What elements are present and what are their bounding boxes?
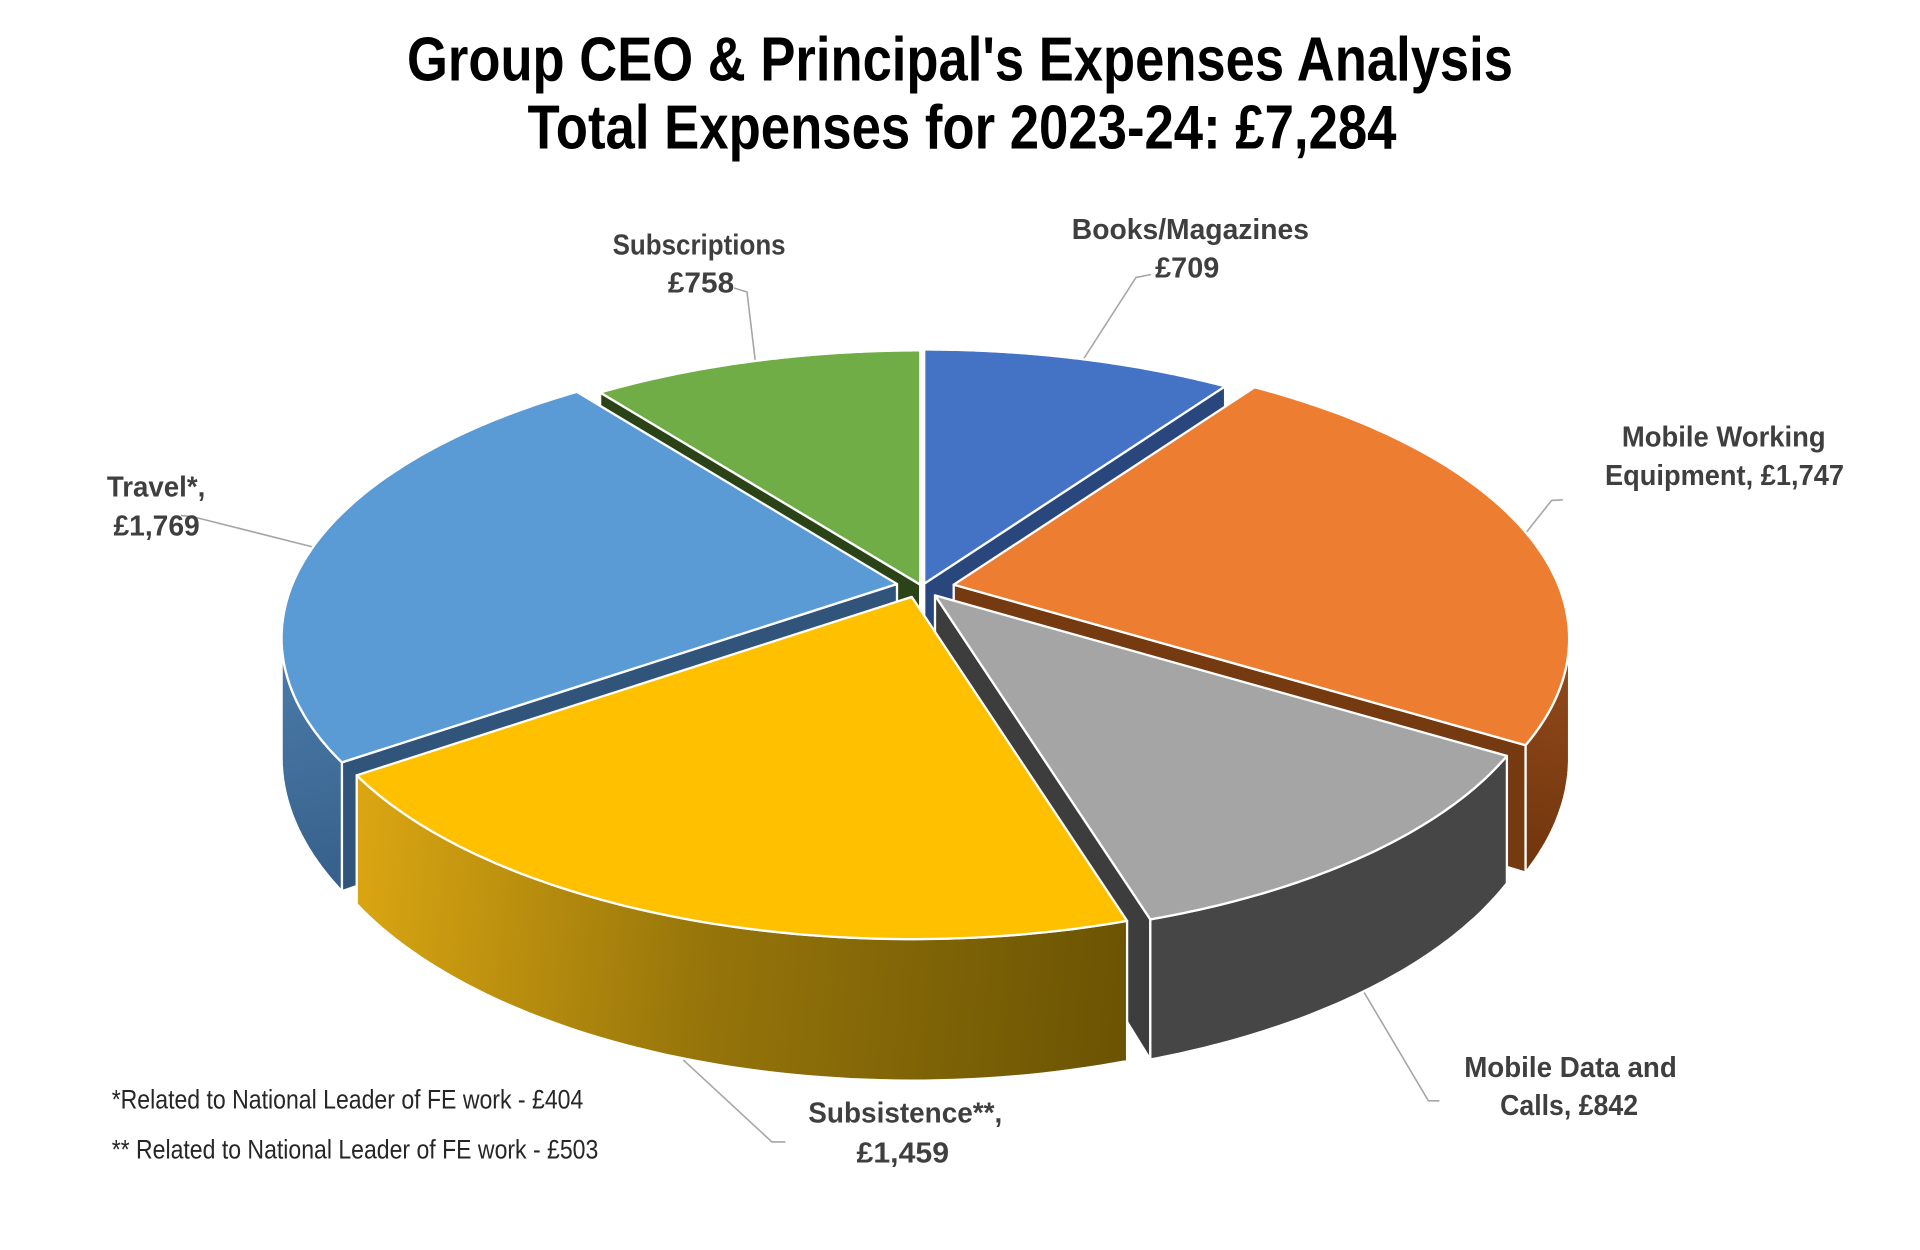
svg-text:Group CEO & Principal's Expens: Group CEO & Principal's Expenses Analysi… — [407, 25, 1513, 94]
svg-text:£1,459: £1,459 — [857, 1137, 950, 1169]
svg-text:Subscriptions: Subscriptions — [613, 230, 786, 262]
svg-text:Total Expenses for 2023-24: £7: Total Expenses for 2023-24: £7,284 — [528, 94, 1397, 163]
svg-text:Mobile Data and: Mobile Data and — [1464, 1052, 1677, 1084]
svg-text:Calls, £842: Calls, £842 — [1500, 1090, 1638, 1122]
svg-text:Mobile Working: Mobile Working — [1622, 421, 1826, 453]
svg-text:Equipment, £1,747: Equipment, £1,747 — [1605, 460, 1844, 492]
svg-text:£1,769: £1,769 — [113, 510, 199, 542]
svg-text:*Related to National Leader of: *Related to National Leader of FE work -… — [112, 1084, 584, 1114]
svg-text:£758: £758 — [668, 268, 734, 300]
svg-text:** Related to National Leader: ** Related to National Leader of FE work… — [112, 1135, 599, 1165]
svg-text:£709: £709 — [1155, 253, 1219, 285]
svg-text:Subsistence**,: Subsistence**, — [808, 1097, 1002, 1129]
svg-text:Books/Magazines: Books/Magazines — [1072, 214, 1309, 246]
svg-text:Travel*,: Travel*, — [107, 471, 205, 503]
